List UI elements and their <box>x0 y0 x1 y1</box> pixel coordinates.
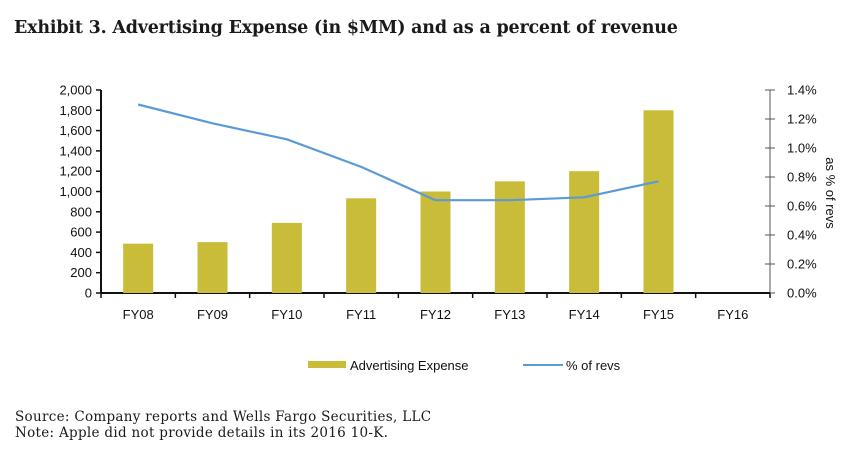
left-axis-tick-label: 400 <box>70 245 92 260</box>
source-note: Source: Company reports and Wells Fargo … <box>15 409 432 425</box>
left-axis-tick-label: 1,800 <box>59 103 92 118</box>
x-axis-tick-label: FY12 <box>420 307 451 322</box>
left-axis-tick-label: 200 <box>70 265 92 280</box>
bar-fy11 <box>346 198 377 293</box>
chart-title: Exhibit 3. Advertising Expense (in $MM) … <box>14 18 678 38</box>
x-axis-tick-label: FY15 <box>643 307 674 322</box>
left-axis-tick-label: 800 <box>70 204 92 219</box>
bar-fy09 <box>197 242 228 293</box>
line-pct-of-revs <box>137 103 659 202</box>
x-axis-tick-label: FY10 <box>271 307 302 322</box>
bar-fy13 <box>494 181 525 293</box>
left-axis-tick-label: 1,000 <box>59 184 92 199</box>
right-axis-tick-label: 0.4% <box>787 228 817 243</box>
x-axis-tick-label: FY16 <box>717 307 748 322</box>
line-series <box>137 103 659 202</box>
right-axis-tick-label: 1.2% <box>787 112 817 127</box>
left-axis: 0 200 400 600 800 1,000 1,200 1,400 1,600 1,800 2,… <box>59 83 102 301</box>
x-axis-tick-label: FY14 <box>569 307 600 322</box>
x-axis-tick-label: FY08 <box>123 307 154 322</box>
bar-fy12 <box>420 191 451 293</box>
data-note: Note: Apple did not provide details in i… <box>15 425 389 441</box>
footer-notes: Source: Company reports and Wells Fargo … <box>15 409 431 441</box>
x-axis-tick-label: FY13 <box>494 307 525 322</box>
right-axis-tick-label: 0.8% <box>787 170 817 185</box>
right-axis-tick-label: 1.0% <box>787 141 817 156</box>
right-axis: 0.0% 0.2% 0.4% 0.6% 0.8% 1.0% 1.2% 1.4% <box>765 83 817 301</box>
right-axis-title: as % of revs <box>823 157 838 229</box>
legend-label-pct-of-revs: % of revs <box>566 358 621 373</box>
right-axis-tick-label: 0.6% <box>787 199 817 214</box>
legend-label-advertising-expense: Advertising Expense <box>350 358 469 373</box>
legend-swatch-advertising-expense <box>308 361 346 368</box>
x-axis-tick-label: FY09 <box>197 307 228 322</box>
right-axis-tick-label: 1.4% <box>787 83 817 98</box>
left-axis-tick-label: 0 <box>85 286 92 301</box>
left-axis-tick-label: 2,000 <box>59 83 92 98</box>
left-axis-tick-label: 1,400 <box>59 143 92 158</box>
bar-fy10 <box>271 222 302 293</box>
left-axis-tick-label: 600 <box>70 225 92 240</box>
bar-fy15 <box>643 110 674 293</box>
x-axis: FY08 FY09 FY10 FY11 FY12 FY13 FY14 FY15 FY16 <box>100 292 771 322</box>
x-axis-tick-label: FY11 <box>346 307 376 322</box>
bar-series <box>123 110 674 293</box>
right-axis-tick-label: 0.2% <box>787 257 817 272</box>
left-axis-tick-label: 1,600 <box>59 123 92 138</box>
left-axis-tick-label: 1,200 <box>59 164 92 179</box>
legend: Advertising Expense % of revs <box>308 358 621 373</box>
bar-fy14 <box>569 171 600 293</box>
right-axis-tick-label: 0.0% <box>787 286 817 301</box>
bar-fy08 <box>123 243 154 293</box>
